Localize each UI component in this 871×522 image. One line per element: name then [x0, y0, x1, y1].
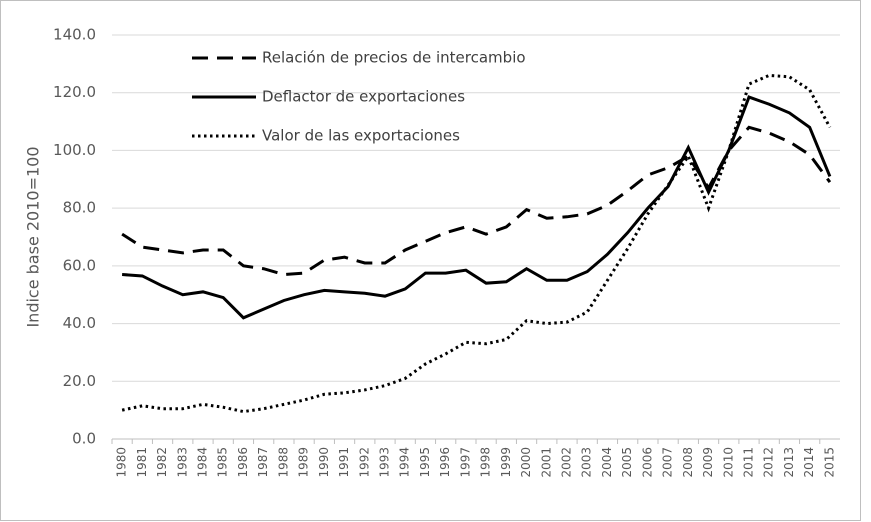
y-tick-label: 100.0	[53, 141, 96, 159]
x-tick-label: 1981	[135, 447, 149, 478]
x-tick-label: 2008	[681, 447, 695, 478]
legend-text: Relación de precios de intercambio	[262, 49, 526, 67]
x-tick-label: 1994	[398, 447, 412, 478]
x-tick-label: 1990	[317, 447, 331, 478]
x-tick-label: 2007	[661, 447, 675, 478]
x-tick-label: 1983	[175, 447, 189, 478]
x-tick-label: 1991	[337, 447, 351, 478]
x-tick-label: 2009	[701, 447, 715, 478]
x-tick-label: 1996	[438, 447, 452, 478]
x-tick-label: 2005	[620, 447, 634, 478]
x-tick-label: 2001	[539, 447, 553, 478]
x-tick-label: 1995	[418, 447, 432, 478]
y-tick-label: 60.0	[63, 256, 96, 274]
y-tick-label: 20.0	[63, 372, 96, 390]
x-tick-label: 1997	[458, 447, 472, 478]
y-tick-label: 120.0	[53, 83, 96, 101]
series-line	[122, 95, 832, 320]
y-axis-label: Indice base 2010=100	[24, 146, 43, 327]
x-tick-label: 1982	[155, 447, 169, 478]
x-tick-label: 2014	[802, 447, 816, 478]
x-tick-label: 2006	[640, 447, 654, 478]
x-tick-label: 1993	[378, 447, 392, 478]
x-tick-label: 1987	[256, 447, 270, 478]
y-tick-label: 0.0	[72, 430, 96, 448]
x-tick-label: 1984	[196, 447, 210, 478]
y-tick-label: 40.0	[63, 314, 96, 332]
x-tick-label: 1985	[216, 447, 230, 478]
y-tick-label: 140.0	[53, 26, 96, 44]
x-tick-label: 2015	[822, 447, 836, 478]
x-tick-label: 2013	[782, 447, 796, 478]
x-tick-label: 1988	[276, 447, 290, 478]
y-tick-label: 80.0	[63, 199, 96, 217]
x-tick-label: 1980	[115, 447, 129, 478]
series-line	[121, 125, 832, 277]
x-tick-label: 2000	[519, 447, 533, 478]
x-tick-label: 2010	[721, 447, 735, 478]
x-tick-label: 2002	[560, 447, 574, 478]
x-tick-label: 2004	[600, 447, 614, 478]
x-tick-label: 1998	[479, 447, 493, 478]
x-tick-label: 2003	[580, 447, 594, 478]
x-tick-label: 1986	[236, 447, 250, 478]
x-tick-label: 2011	[742, 447, 756, 478]
x-tick-label: 1999	[499, 447, 513, 478]
x-tick-label: 2012	[762, 447, 776, 478]
x-tick-label: 1989	[297, 447, 311, 478]
legend-text: Valor de las exportaciones	[262, 127, 460, 145]
x-tick-label: 1992	[357, 447, 371, 478]
legend-text: Deflactor de exportaciones	[262, 88, 465, 106]
